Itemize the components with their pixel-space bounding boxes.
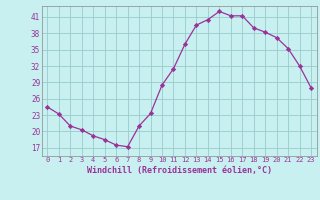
- X-axis label: Windchill (Refroidissement éolien,°C): Windchill (Refroidissement éolien,°C): [87, 166, 272, 175]
